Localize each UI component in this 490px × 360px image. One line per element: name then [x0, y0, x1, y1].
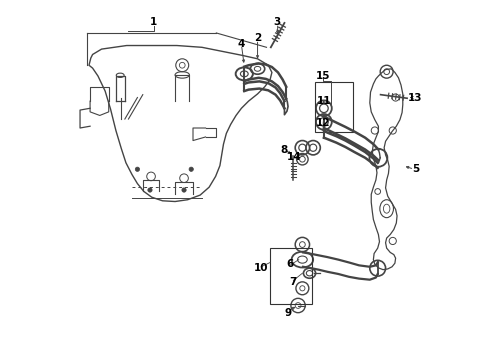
Circle shape: [148, 188, 152, 192]
Bar: [315, 82, 353, 132]
Text: 15: 15: [316, 71, 330, 81]
Circle shape: [189, 167, 194, 171]
Bar: [270, 248, 313, 304]
Text: 13: 13: [408, 93, 422, 103]
Text: 5: 5: [412, 164, 419, 174]
Text: 11: 11: [317, 96, 331, 106]
Circle shape: [135, 167, 140, 171]
Text: 10: 10: [254, 263, 269, 273]
Text: 12: 12: [316, 118, 330, 128]
Text: 9: 9: [285, 308, 292, 318]
Text: 6: 6: [286, 259, 294, 269]
Text: 14: 14: [287, 152, 301, 162]
Text: 8: 8: [280, 144, 287, 154]
Circle shape: [182, 188, 186, 192]
Text: 2: 2: [254, 33, 261, 43]
Text: 7: 7: [290, 277, 297, 287]
Text: 3: 3: [273, 17, 281, 27]
Text: 1: 1: [150, 17, 157, 27]
Text: 4: 4: [238, 39, 245, 49]
